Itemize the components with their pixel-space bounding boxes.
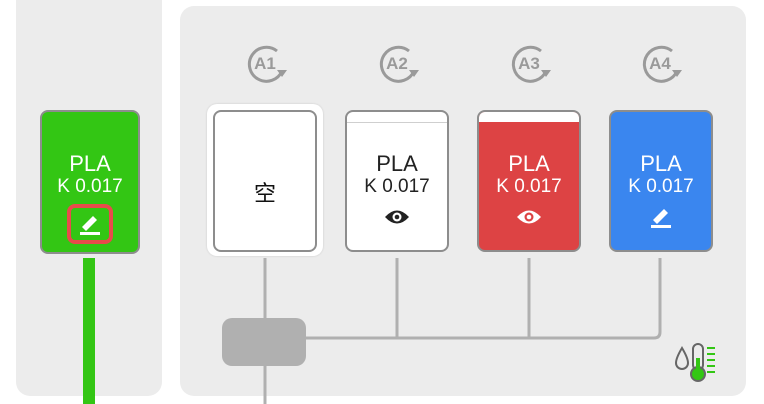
ams-a3-rotate-label[interactable]: A3: [508, 40, 560, 92]
ams-a1-rotate-label[interactable]: A1: [244, 40, 296, 92]
rotate-icon: [511, 45, 551, 83]
ams-slot-a2[interactable]: PLA K 0.017: [345, 110, 449, 252]
slot-a4-edit-button[interactable]: [648, 204, 674, 230]
ams-a4-label: A4: [649, 54, 671, 73]
slot-a4-material: PLA: [640, 151, 682, 176]
slot-a3-view-button[interactable]: [516, 204, 542, 230]
external-edit-button[interactable]: [67, 204, 113, 244]
humidity-status-button[interactable]: [672, 340, 724, 384]
external-k-value: K 0.017: [57, 176, 123, 197]
external-material: PLA: [69, 151, 111, 176]
pencil-edit-icon: [80, 216, 100, 235]
slot-a1-empty-label: 空: [253, 181, 276, 206]
ams-slot-a4[interactable]: PLA K 0.017: [609, 110, 713, 252]
slot-a3-material: PLA: [508, 151, 550, 176]
pencil-edit-icon: [651, 209, 671, 228]
ams-a1-label: A1: [254, 54, 276, 73]
eye-icon: [517, 210, 541, 224]
rotate-icon: [247, 45, 287, 83]
rotate-icon: [379, 45, 419, 83]
slot-a2-k-value: K 0.017: [364, 176, 430, 197]
eye-icon: [385, 210, 409, 224]
slot-a3-top-bar: [479, 112, 579, 122]
ams-a2-rotate-label[interactable]: A2: [376, 40, 428, 92]
slot-a2-top-bar: [347, 112, 447, 123]
slot-a2-view-button[interactable]: [384, 204, 410, 230]
ams-slot-a1[interactable]: 空: [213, 110, 317, 252]
ams-a2-label: A2: [386, 54, 408, 73]
humidity-thermometer-icon: [674, 343, 715, 382]
ams-slot-a3[interactable]: PLA K 0.017: [477, 110, 581, 252]
rotate-icon: [642, 45, 682, 83]
slot-a3-k-value: K 0.017: [496, 176, 562, 197]
ams-a3-label: A3: [518, 54, 540, 73]
external-spool-slot[interactable]: PLA K 0.017: [40, 110, 140, 254]
slot-a4-k-value: K 0.017: [628, 176, 694, 197]
slot-a2-material: PLA: [376, 151, 418, 176]
ams-a4-rotate-label[interactable]: A4: [639, 40, 691, 92]
